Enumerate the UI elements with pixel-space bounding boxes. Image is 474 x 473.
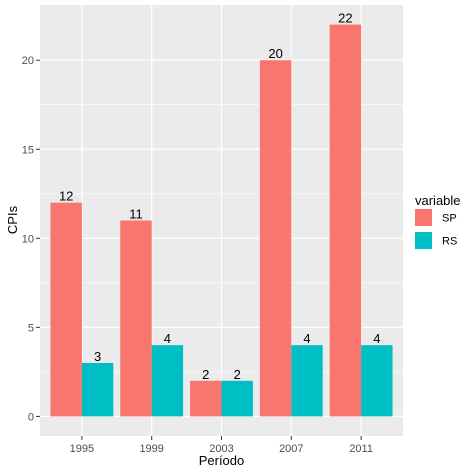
bar-rs — [81, 362, 114, 417]
y-tick-label: 0 — [28, 411, 34, 423]
x-axis-title: Período — [199, 453, 245, 468]
bar-value-label: 2 — [234, 367, 241, 382]
y-axis-title: CPIs — [5, 205, 20, 234]
x-axis: 1995 1999 2003 2007 2011 — [70, 436, 373, 455]
legend-key-rs — [415, 232, 432, 249]
bar-sp — [259, 60, 292, 417]
bar-rs — [291, 345, 323, 417]
bar-value-label: 3 — [94, 349, 101, 364]
y-tick-label: 10 — [22, 233, 34, 245]
bar-value-label: 22 — [338, 11, 352, 26]
bar-value-label: 11 — [129, 207, 143, 222]
y-tick-label: 20 — [22, 55, 34, 67]
bar-value-label: 12 — [59, 189, 73, 204]
legend-key-sp — [415, 209, 432, 226]
y-tick-label: 5 — [28, 322, 34, 334]
x-tick-label: 1995 — [70, 443, 94, 455]
x-tick-label: 2007 — [279, 443, 303, 455]
bars — [50, 24, 393, 417]
bar-rs — [221, 380, 253, 417]
legend-label-sp: SP — [442, 213, 457, 225]
x-tick-label: 2011 — [349, 443, 373, 455]
bar-value-label: 4 — [373, 331, 380, 346]
bar-sp — [190, 380, 222, 417]
bar-sp — [120, 220, 152, 417]
bar-value-label: 4 — [303, 331, 310, 346]
bar-sp — [50, 202, 82, 417]
y-axis: 0 5 10 15 20 — [22, 55, 40, 423]
bar-value-label: 4 — [164, 331, 171, 346]
bar-value-label: 2 — [202, 367, 209, 382]
y-tick-label: 15 — [22, 144, 34, 156]
bar-labels: 12 11 2 20 22 3 4 2 4 4 — [59, 11, 380, 382]
bar-sp — [329, 24, 362, 417]
legend: variable SP RS — [415, 193, 461, 249]
bar-rs — [151, 345, 184, 417]
bar-rs — [361, 345, 393, 417]
legend-title: variable — [415, 193, 461, 208]
legend-label-rs: RS — [442, 236, 457, 248]
x-tick-label: 1999 — [139, 443, 163, 455]
x-tick-label: 2003 — [209, 443, 233, 455]
bar-value-label: 20 — [268, 46, 282, 61]
